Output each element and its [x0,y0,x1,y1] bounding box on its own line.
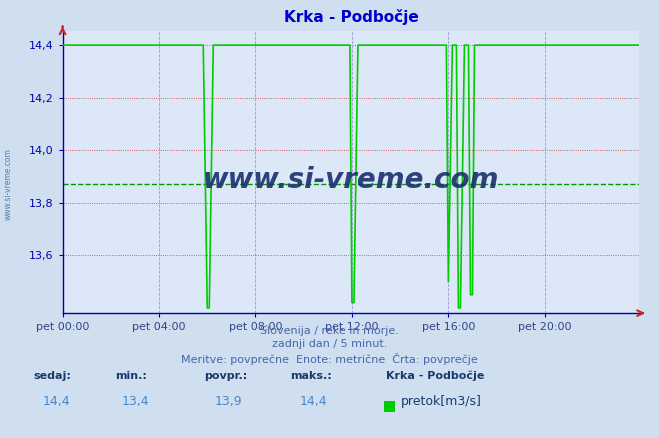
Title: Krka - Podbočje: Krka - Podbočje [283,9,418,25]
Text: 14,4: 14,4 [300,395,328,408]
Text: 13,4: 13,4 [122,395,150,408]
Text: pretok[m3/s]: pretok[m3/s] [401,395,482,408]
Text: www.si-vreme.com: www.si-vreme.com [203,166,499,194]
Text: zadnji dan / 5 minut.: zadnji dan / 5 minut. [272,339,387,350]
Text: Krka - Podbočje: Krka - Podbočje [386,371,484,381]
Text: sedaj:: sedaj: [33,371,71,381]
Text: 14,4: 14,4 [43,395,71,408]
Text: 13,9: 13,9 [214,395,242,408]
Text: min.:: min.: [115,371,147,381]
Text: Meritve: povprečne  Enote: metrične  Črta: povprečje: Meritve: povprečne Enote: metrične Črta:… [181,353,478,364]
Text: Slovenija / reke in morje.: Slovenija / reke in morje. [260,326,399,336]
Text: maks.:: maks.: [290,371,331,381]
Text: povpr.:: povpr.: [204,371,248,381]
Text: www.si-vreme.com: www.si-vreme.com [3,148,13,220]
